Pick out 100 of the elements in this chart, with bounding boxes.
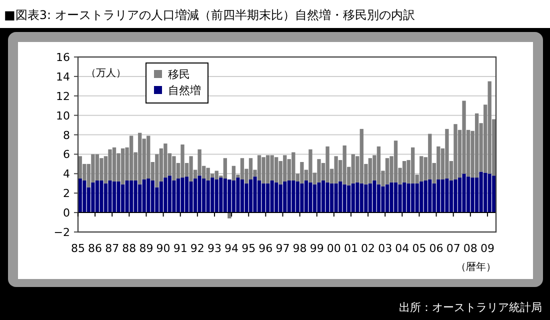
bar <box>308 149 312 182</box>
bar <box>278 184 282 213</box>
bar <box>129 180 134 213</box>
bar <box>112 147 116 182</box>
bar <box>410 183 415 213</box>
bar <box>240 158 244 180</box>
y-tick-label: 16 <box>56 51 70 64</box>
bar <box>142 180 146 213</box>
bar <box>334 183 338 213</box>
bar <box>458 178 462 213</box>
bar <box>308 182 312 213</box>
bar <box>78 156 82 179</box>
y-axis-title: （万人） <box>86 68 126 79</box>
bar <box>150 180 154 213</box>
bar <box>488 81 492 174</box>
bar <box>492 176 496 213</box>
bar <box>330 183 334 213</box>
bar <box>462 174 466 213</box>
bar <box>428 180 432 213</box>
bar <box>232 180 236 213</box>
bar <box>398 184 402 213</box>
bar <box>108 180 112 213</box>
bar <box>82 180 86 213</box>
bar <box>283 181 287 213</box>
bar <box>257 180 262 213</box>
x-tick-label: 96 <box>258 242 273 255</box>
bar <box>445 128 449 179</box>
bar <box>184 176 189 213</box>
bar <box>351 183 355 213</box>
bar <box>248 158 253 180</box>
bar <box>449 180 454 213</box>
bar <box>376 146 381 184</box>
bar <box>356 182 360 213</box>
bar <box>176 178 180 213</box>
bar <box>385 158 390 184</box>
bar <box>428 134 432 180</box>
bar <box>214 170 218 180</box>
legend-label: 自然増 <box>168 84 201 97</box>
y-tick-label: 10 <box>56 109 70 122</box>
y-tick-label: −2 <box>54 226 70 239</box>
bar <box>198 149 202 176</box>
bar <box>180 144 184 178</box>
bar <box>304 180 308 213</box>
bar <box>385 184 390 213</box>
bar <box>317 182 321 213</box>
bar <box>180 178 184 213</box>
x-tick-label: 01 <box>344 242 358 255</box>
legend-label: 移民 <box>168 68 190 81</box>
y-tick-label: 14 <box>56 70 70 84</box>
x-tick-label: 04 <box>395 242 410 255</box>
x-tick-label: 09 <box>480 242 494 255</box>
bar <box>312 184 317 213</box>
bar <box>219 178 223 213</box>
x-tick-label: 90 <box>156 242 170 255</box>
bar <box>253 176 257 213</box>
y-tick-label: 4 <box>63 168 70 181</box>
bar <box>283 155 287 182</box>
bar <box>164 178 168 213</box>
bar <box>172 156 176 180</box>
bar <box>206 168 210 180</box>
x-tick-label: 03 <box>378 242 392 255</box>
bar <box>402 182 406 213</box>
bar <box>248 180 253 213</box>
bar <box>394 182 398 213</box>
x-tick-label: 97 <box>276 242 290 255</box>
x-tick-label: 07 <box>446 242 460 255</box>
bar <box>420 181 424 213</box>
bar <box>321 180 326 213</box>
bar <box>134 180 138 213</box>
bar <box>270 180 274 213</box>
bar <box>236 178 240 213</box>
bar <box>372 180 376 213</box>
bar <box>164 144 168 178</box>
bar <box>342 184 346 213</box>
bar <box>223 158 227 179</box>
bar <box>189 156 193 182</box>
x-tick-label: 92 <box>190 242 204 255</box>
bar <box>326 146 330 182</box>
bar <box>228 180 232 213</box>
x-tick-label: 91 <box>173 242 188 255</box>
bar <box>300 162 304 184</box>
bar <box>342 145 346 184</box>
bar <box>129 136 134 180</box>
bar <box>193 178 198 213</box>
x-tick-label: 93 <box>207 242 222 255</box>
bar <box>445 178 449 213</box>
x-tick-label: 95 <box>242 242 256 255</box>
bar <box>440 180 445 213</box>
bar <box>257 155 262 180</box>
bar <box>270 155 274 180</box>
bar <box>292 152 296 180</box>
bar <box>202 178 206 213</box>
bar <box>479 172 483 213</box>
y-tick-label: 0 <box>63 206 70 220</box>
bar <box>262 183 266 213</box>
bar <box>100 180 104 213</box>
bar <box>381 186 385 213</box>
y-tick-label: 12 <box>56 90 70 103</box>
x-tick-label: 05 <box>412 242 426 255</box>
bar <box>368 158 372 184</box>
